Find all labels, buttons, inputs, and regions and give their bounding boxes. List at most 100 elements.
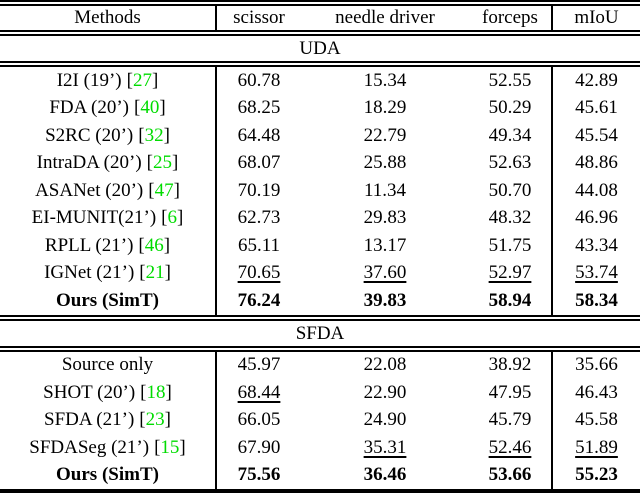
miou-value-cell: 35.66 (551, 351, 640, 379)
citation-link[interactable]: 15 (160, 436, 180, 458)
metric-cells: 64.48 22.79 49.34 (217, 122, 551, 150)
citation-link[interactable]: 18 (146, 381, 166, 403)
needle-driver-value: 35.31 (363, 436, 407, 458)
scissor-value-cell: 60.78 (217, 67, 301, 95)
citation: [18] (140, 382, 172, 404)
citation: [6] (161, 207, 183, 229)
citation-link[interactable]: 32 (144, 124, 164, 146)
needle-driver-value: 22.08 (363, 354, 407, 376)
scissor-value: 64.48 (237, 124, 281, 146)
forceps-value: 47.95 (488, 381, 532, 403)
citation-bracket-close: ] (163, 234, 171, 256)
miou-value-cell: 43.34 (551, 232, 640, 260)
miou-value-cell: 55.23 (551, 461, 640, 489)
method-label: SFDASeg (21’) (29, 436, 150, 458)
table-row: SFDASeg (21’) [15] 67.90 35.31 52.46 51.… (0, 434, 640, 462)
needle-driver-value-cell: 22.08 (301, 352, 469, 380)
method-label: Ours (SimT) (56, 289, 159, 311)
sfda-double-rule (0, 345, 640, 352)
citation: [25] (147, 152, 179, 174)
column-header-needle-driver: needle driver (335, 7, 435, 28)
forceps-value: 52.46 (488, 436, 532, 458)
citation-bracket-close: ] (151, 69, 159, 91)
scissor-value: 62.73 (237, 207, 281, 229)
method-label: RPLL (21’) (44, 234, 134, 256)
method-label: SHOT (20’) (43, 381, 136, 403)
citation-link[interactable]: 27 (132, 69, 152, 91)
citation-bracket-close: ] (159, 97, 166, 119)
scissor-value-cell: 70.65 (217, 260, 301, 288)
citation-bracket-close: ] (165, 381, 172, 403)
metric-cells: 66.05 24.90 45.79 (217, 407, 551, 435)
section-header-sfda: SFDA (295, 322, 345, 344)
citation-bracket-close: ] (179, 436, 186, 458)
table-row: EI-MUNIT(21’) [6] 62.73 29.83 48.32 46.9… (0, 204, 640, 233)
metric-cells: 65.11 13.17 51.75 (217, 232, 551, 260)
scissor-value-cell: 76.24 (217, 287, 301, 315)
uda-double-rule (0, 61, 640, 67)
citation: [23] (139, 409, 171, 431)
method-cell: SHOT (20’) [18] (0, 379, 217, 407)
metric-cells: 62.73 29.83 48.32 (217, 205, 551, 233)
method-cell: IGNet (21’) [21] (0, 259, 217, 287)
forceps-value: 52.97 (488, 262, 532, 284)
miou-value: 43.34 (575, 234, 618, 256)
header-double-rule (0, 30, 640, 36)
method-label: I2I (19’) (56, 69, 122, 91)
forceps-value-cell: 48.32 (469, 205, 551, 233)
metric-headers: scissor needle driver forceps (217, 6, 551, 30)
method-label: FDA (20’) (49, 97, 130, 119)
metric-cells: 76.24 39.83 58.94 (217, 287, 551, 315)
citation-bracket-close: ] (163, 124, 170, 146)
citation-link[interactable]: 46 (144, 234, 164, 256)
table-row: SHOT (20’) [18] 68.44 22.90 47.95 46.43 (0, 379, 640, 407)
method-label: EI-MUNIT(21’) (31, 207, 157, 229)
citation-bracket-open: [ (154, 436, 161, 458)
miou-value-cell: 53.74 (551, 259, 640, 287)
metric-cells: 45.97 22.08 38.92 (217, 352, 551, 380)
citation-link[interactable]: 23 (145, 409, 165, 431)
table-row: ASANet (20’) [47] 70.19 11.34 50.70 44.0… (0, 177, 640, 205)
needle-driver-value-cell: 22.90 (301, 379, 469, 407)
miou-value-cell: 46.96 (551, 204, 640, 232)
citation: [21] (139, 262, 171, 284)
forceps-value-cell: 58.94 (469, 287, 551, 315)
method-label: SFDA (21’) (44, 409, 135, 431)
section-header-uda: UDA (299, 38, 341, 59)
miou-value-cell: 45.54 (551, 122, 640, 150)
table-row: IGNet (21’) [21] 70.65 37.60 52.97 53.74 (0, 259, 640, 288)
scissor-value: 70.65 (237, 262, 281, 284)
forceps-value: 45.79 (488, 409, 532, 431)
citation-bracket-open: [ (126, 69, 133, 91)
scissor-value-cell: 66.05 (217, 407, 301, 435)
metric-cells: 68.44 22.90 47.95 (217, 379, 551, 407)
citation-link[interactable]: 40 (140, 97, 160, 119)
forceps-value: 53.66 (488, 464, 532, 486)
table-row: Source only 45.97 22.08 38.92 35.66 (0, 351, 640, 380)
needle-driver-value: 22.90 (363, 381, 407, 403)
forceps-value-cell: 49.34 (469, 122, 551, 150)
forceps-value: 58.94 (488, 289, 532, 311)
citation: [46] (138, 235, 170, 257)
needle-driver-value: 36.46 (363, 464, 407, 486)
citation-link[interactable]: 6 (167, 207, 178, 229)
needle-driver-value: 25.88 (363, 152, 407, 174)
citation-bracket-open: [ (146, 152, 153, 174)
forceps-value-cell: 50.29 (469, 95, 551, 123)
needle-driver-value: 37.60 (363, 262, 407, 284)
scissor-value: 60.78 (237, 69, 281, 91)
scissor-value: 45.97 (237, 354, 281, 376)
forceps-value: 50.29 (488, 97, 532, 119)
table-row: IntraDA (20’) [25] 68.07 25.88 52.63 48.… (0, 149, 640, 177)
scissor-value: 67.90 (237, 436, 281, 458)
citation-link[interactable]: 25 (153, 152, 172, 174)
method-cell: S2RC (20’) [32] (0, 122, 217, 150)
citation-bracket-open: [ (148, 179, 155, 201)
needle-driver-value-cell: 11.34 (301, 177, 469, 205)
citation-bracket-open: [ (134, 97, 141, 119)
citation-link[interactable]: 21 (145, 262, 165, 284)
citation-bracket-open: [ (139, 262, 146, 284)
citation-link[interactable]: 47 (154, 179, 174, 201)
scissor-value-cell: 75.56 (217, 462, 301, 490)
